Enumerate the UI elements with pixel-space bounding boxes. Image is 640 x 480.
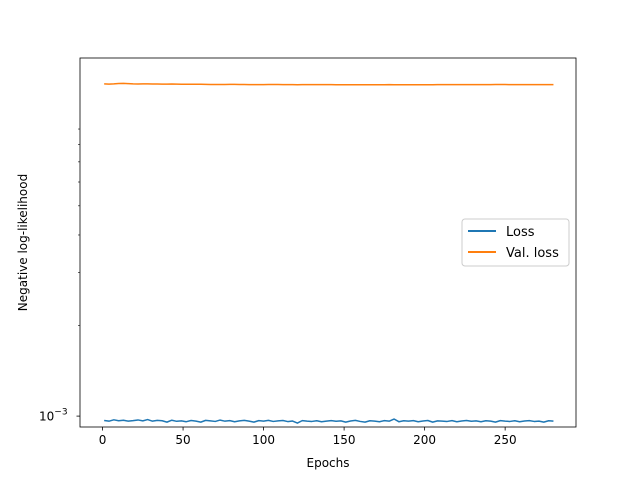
x-tick-label: 200 xyxy=(413,433,436,447)
series-line-loss xyxy=(104,418,554,424)
x-tick-label: 50 xyxy=(175,433,190,447)
y-tick-label: 10−3 xyxy=(39,408,68,424)
plot-frame xyxy=(79,57,577,428)
x-tick-label: 150 xyxy=(333,433,356,447)
legend: Loss Val. loss xyxy=(461,218,570,267)
x-tick-label: 250 xyxy=(494,433,517,447)
y-axis-label: Negative log-likelihood xyxy=(16,174,30,311)
x-axis-label: Epochs xyxy=(307,456,350,470)
x-tick-label: 100 xyxy=(252,433,275,447)
x-tick-label: 0 xyxy=(99,433,107,447)
series-line-val-loss xyxy=(104,82,554,86)
x-axis-ticks: 0 50 100 150 200 250 xyxy=(99,427,517,447)
y-axis-ticks: 10−3 xyxy=(39,128,80,424)
legend-label-val-loss: Val. loss xyxy=(506,246,559,261)
series-layer xyxy=(104,82,554,424)
legend-label-loss: Loss xyxy=(506,225,535,240)
